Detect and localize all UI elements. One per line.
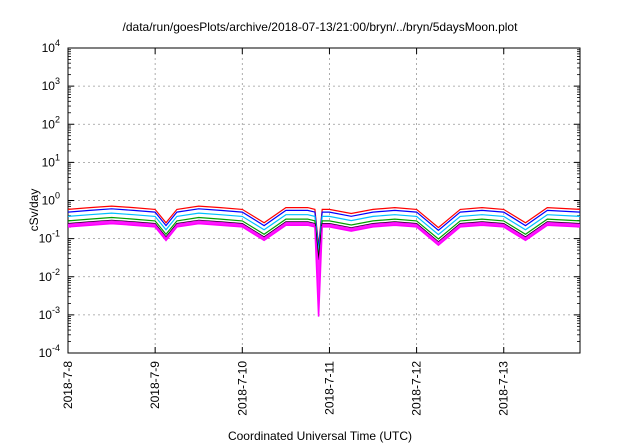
y-tick-label: 10-4 bbox=[39, 343, 60, 360]
series-area bbox=[68, 220, 580, 317]
series-line bbox=[67, 208, 581, 249]
y-axis-label: cSv/day bbox=[27, 188, 41, 232]
y-tick-label: 10-1 bbox=[39, 229, 60, 246]
series-line bbox=[67, 222, 581, 317]
chart-title: /data/run/goesPlots/archive/2018-07-13/2… bbox=[122, 20, 518, 34]
x-tick-label: 2018-7-11 bbox=[322, 361, 336, 415]
x-tick-label: 2018-7-12 bbox=[410, 361, 424, 416]
x-tick-label: 2018-7-13 bbox=[497, 361, 511, 416]
y-tick-label: 101 bbox=[42, 152, 60, 169]
y-tick-label: 102 bbox=[42, 114, 60, 131]
y-tick-label: 10-2 bbox=[39, 267, 60, 284]
y-tick-label: 103 bbox=[42, 76, 60, 93]
x-tick-label: 2018-7-9 bbox=[148, 361, 162, 409]
x-tick-label: 2018-7-8 bbox=[61, 361, 75, 409]
x-axis-label: Coordinated Universal Time (UTC) bbox=[227, 429, 413, 443]
series-line bbox=[67, 212, 581, 253]
y-tick-label: 100 bbox=[42, 191, 60, 208]
y-tick-label: 104 bbox=[42, 38, 60, 55]
x-tick-label: 2018-7-10 bbox=[235, 361, 249, 416]
y-tick-label: 10-3 bbox=[39, 305, 60, 322]
